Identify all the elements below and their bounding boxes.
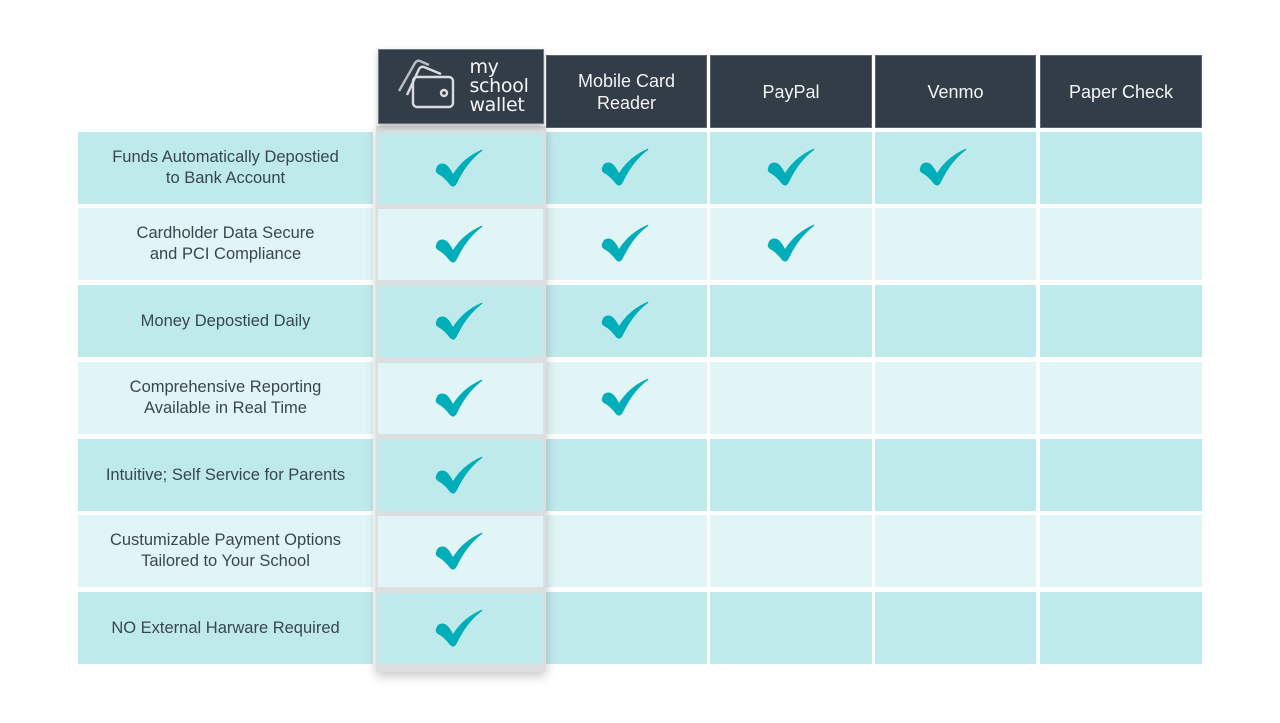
column-header-mobile-card-reader: Mobile Card Reader [546,55,707,128]
cell-my-school-wallet [378,363,543,434]
cell-mobile-card-reader [546,132,707,204]
cell-paper-check [1040,208,1202,280]
cell-paypal [710,439,872,511]
check-mark-icon [434,609,484,649]
cell-paper-check [1040,285,1202,357]
feature-label: Custumizable Payment Options Tailored to … [78,515,373,587]
cell-paypal [710,362,872,434]
check-mark-icon [918,148,968,188]
cell-my-school-wallet [378,593,543,664]
check-mark-icon [600,224,650,264]
cell-paper-check [1040,362,1202,434]
cell-venmo [875,208,1036,280]
cell-paypal [710,515,872,587]
check-mark-icon [434,302,484,342]
check-mark-icon [434,379,484,419]
cell-mobile-card-reader [546,362,707,434]
cell-mobile-card-reader [546,208,707,280]
feature-label: Cardholder Data Secure and PCI Compliance [78,208,373,280]
feature-label: Intuitive; Self Service for Parents [78,439,373,511]
brand-name: my school wallet [469,56,529,116]
cell-paypal [710,592,872,664]
check-mark-icon [434,456,484,496]
cell-my-school-wallet [378,133,543,204]
feature-label: Comprehensive Reporting Available in Real… [78,362,373,434]
column-header-paper-check: Paper Check [1040,55,1202,128]
feature-label: NO External Harware Required [78,592,373,664]
cell-venmo [875,132,1036,204]
check-mark-icon [766,148,816,188]
cell-my-school-wallet [378,516,543,587]
cell-venmo [875,362,1036,434]
cell-venmo [875,285,1036,357]
cell-venmo [875,439,1036,511]
cell-my-school-wallet [378,286,543,357]
check-mark-icon [600,301,650,341]
cell-mobile-card-reader [546,285,707,357]
check-mark-icon [434,225,484,265]
cell-my-school-wallet [378,209,543,280]
column-header-paypal: PayPal [710,55,872,128]
cell-paypal [710,208,872,280]
cell-mobile-card-reader [546,592,707,664]
brand-logo: my school wallet [393,55,529,118]
cell-mobile-card-reader [546,515,707,587]
feature-label: Funds Automatically Depostied to Bank Acc… [78,132,373,204]
cell-paper-check [1040,592,1202,664]
cell-my-school-wallet [378,440,543,511]
check-mark-icon [766,224,816,264]
cell-venmo [875,592,1036,664]
check-mark-icon [434,532,484,572]
check-mark-icon [434,149,484,189]
cell-paper-check [1040,439,1202,511]
check-mark-icon [600,148,650,188]
cell-venmo [875,515,1036,587]
cell-paper-check [1040,515,1202,587]
check-mark-icon [600,378,650,418]
cell-paypal [710,285,872,357]
cell-paper-check [1040,132,1202,204]
cell-paypal [710,132,872,204]
feature-label: Money Depostied Daily [78,285,373,357]
my-school-wallet-header: my school wallet [378,49,544,124]
wallet-icon [393,55,463,118]
column-header-venmo: Venmo [875,55,1036,128]
cell-mobile-card-reader [546,439,707,511]
